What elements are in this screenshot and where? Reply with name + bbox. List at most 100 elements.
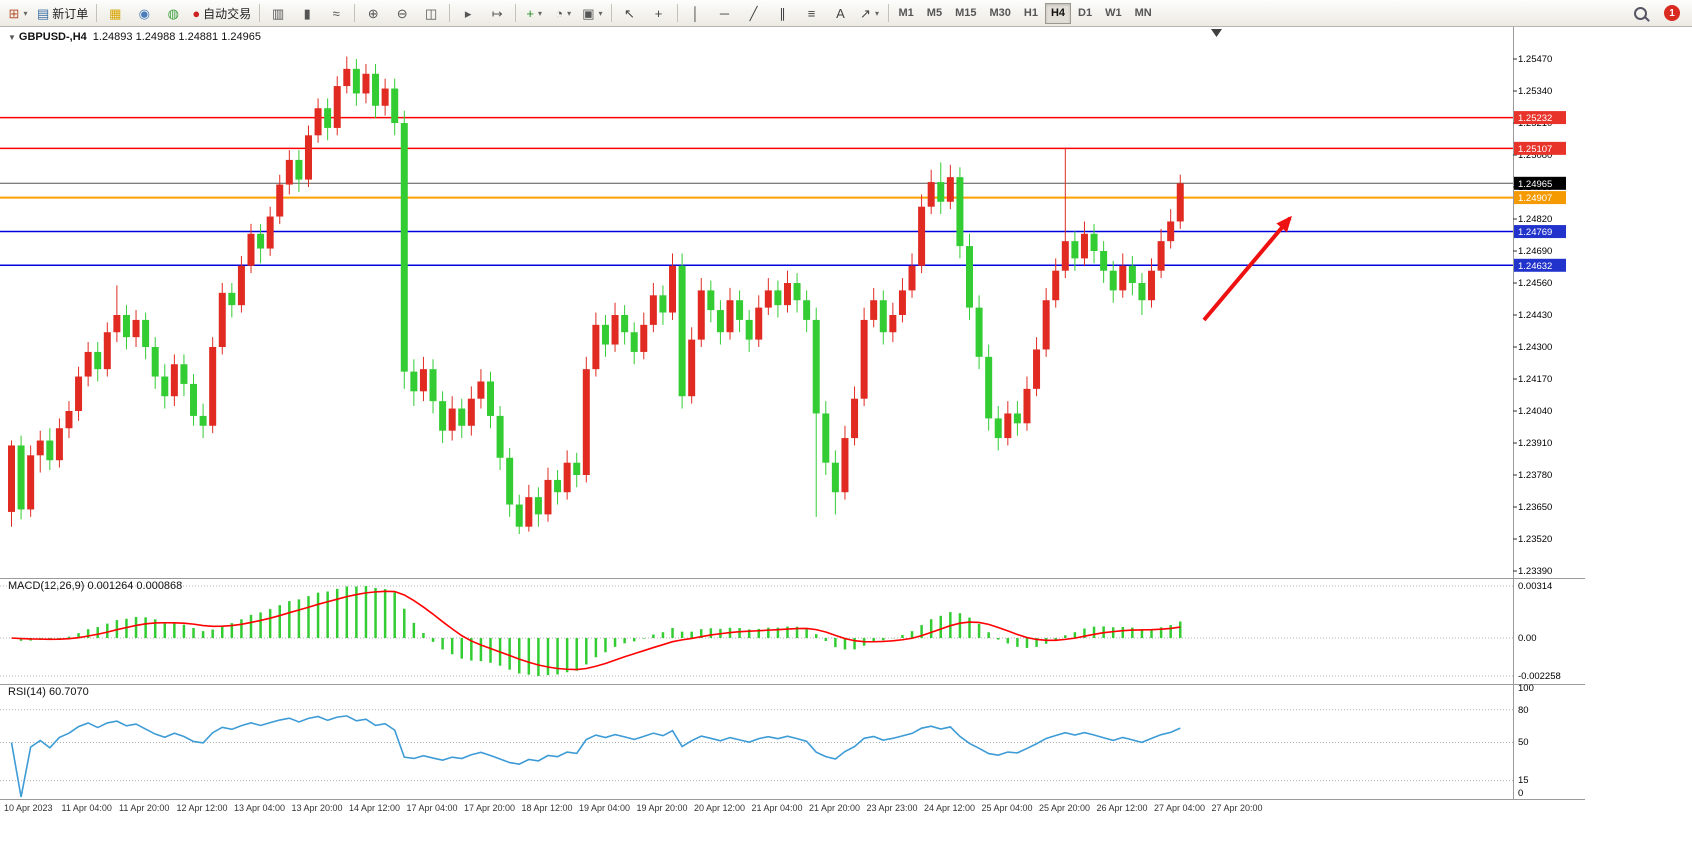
- zoom-out-button[interactable]: ⊖: [388, 2, 416, 25]
- channel-button[interactable]: ∥: [769, 2, 797, 25]
- bars-chart-button[interactable]: ▥: [264, 2, 292, 25]
- price-level-label[interactable]: [1514, 111, 1566, 125]
- profiles-button[interactable]: ▦: [101, 2, 129, 25]
- candle: [783, 283, 791, 306]
- candle: [1100, 251, 1108, 271]
- candle: [333, 86, 341, 128]
- candle: [36, 440, 44, 456]
- templates-button[interactable]: ▣ ▾: [578, 2, 606, 25]
- fibonacci-button[interactable]: ≡: [798, 2, 826, 25]
- candle: [400, 123, 408, 372]
- periods-button[interactable]: ◔ ▾: [549, 2, 577, 25]
- time-axis[interactable]: 10 Apr 2023 11 Apr 04:00 11 Apr 20:00 12 Ap…: [4, 803, 1263, 813]
- auto-scroll-icon: ▸: [464, 5, 472, 21]
- rsi-axis-label: 50: [1518, 737, 1529, 748]
- time-label: 13 Apr 20:00: [292, 803, 343, 813]
- cursor-button[interactable]: ↖: [616, 2, 644, 25]
- tile-windows-button[interactable]: ◫: [417, 2, 445, 25]
- candle: [467, 398, 475, 426]
- notifications-badge[interactable]: 1: [1664, 5, 1680, 21]
- candle: [985, 356, 993, 419]
- search-button[interactable]: [1626, 2, 1654, 25]
- candle: [649, 295, 657, 325]
- candle: [659, 295, 667, 313]
- time-label: 19 Apr 20:00: [637, 803, 688, 813]
- new-chart-button[interactable]: ⊞ ▾: [4, 2, 32, 25]
- candles-chart-button[interactable]: ▮: [293, 2, 321, 25]
- candle: [601, 324, 609, 345]
- chart-shift-marker[interactable]: [1211, 29, 1222, 37]
- candle: [688, 339, 696, 397]
- horizontal-line-button[interactable]: ─: [711, 2, 739, 25]
- rsi-line: [10, 715, 1181, 798]
- candle: [736, 300, 744, 320]
- timeframe-m1[interactable]: M1: [898, 7, 914, 19]
- candle: [1090, 233, 1098, 251]
- price-level-label[interactable]: [1514, 141, 1566, 155]
- candle: [458, 408, 466, 426]
- price-level-label-text: 1.25232: [1518, 113, 1552, 124]
- price-level-label-text: 1.24632: [1518, 261, 1552, 272]
- candle: [180, 364, 188, 384]
- templates-icon: ▣: [582, 5, 595, 21]
- crosshair-button[interactable]: +: [645, 2, 673, 25]
- candle: [640, 324, 648, 352]
- candle: [266, 216, 274, 249]
- autotrading-button[interactable]: ● 自动交易: [188, 2, 255, 25]
- timeframe-m15[interactable]: M15: [955, 7, 977, 19]
- timeframe-d1[interactable]: D1: [1078, 7, 1093, 19]
- arrows-button[interactable]: ↗ ▾: [856, 2, 884, 25]
- candle: [343, 68, 351, 87]
- candle: [1148, 270, 1156, 301]
- candle: [573, 462, 581, 475]
- candle: [1033, 349, 1041, 389]
- chart-shift-button[interactable]: ↦: [483, 2, 511, 25]
- candle: [17, 445, 25, 510]
- zoom-in-button[interactable]: ⊕: [359, 2, 387, 25]
- timeframe-m30[interactable]: M30: [989, 7, 1011, 19]
- price-level-label[interactable]: [1514, 225, 1566, 239]
- new-order-icon: ▤: [37, 5, 50, 21]
- price-level-label[interactable]: [1514, 258, 1566, 272]
- line-chart-button[interactable]: ≈: [322, 2, 350, 25]
- chart-collapse-button[interactable]: ▼: [8, 33, 16, 42]
- timeframe-h4[interactable]: H4: [1044, 2, 1071, 24]
- price-axis[interactable]: 1.254701.253401.252101.250801.249501.248…: [1513, 54, 1552, 577]
- vertical-line-button[interactable]: │: [682, 2, 710, 25]
- new-order-button[interactable]: ▤ 新订单: [33, 2, 92, 25]
- timeframe-mn[interactable]: MN: [1134, 7, 1152, 19]
- sep-1: [96, 4, 98, 22]
- candle: [1157, 241, 1165, 271]
- price-tick: 1.23910: [1518, 438, 1552, 449]
- macd-signal-line: [11, 590, 1181, 671]
- macd-panel: 0.00314 0.00 -0.002258: [0, 581, 1561, 682]
- timeframe-h1[interactable]: H1: [1023, 7, 1038, 19]
- time-label: 21 Apr 20:00: [809, 803, 860, 813]
- text-button[interactable]: A: [827, 2, 855, 25]
- annotation-arrow[interactable]: [1202, 215, 1292, 322]
- indicators-button[interactable]: + ▾: [520, 2, 548, 25]
- trendline-button[interactable]: ╱: [740, 2, 768, 25]
- time-label: 20 Apr 12:00: [694, 803, 745, 813]
- candle: [381, 88, 389, 106]
- timeframe-w1[interactable]: W1: [1105, 7, 1122, 19]
- candle: [927, 182, 935, 207]
- candle: [352, 68, 360, 94]
- price-level-label[interactable]: [1514, 191, 1566, 205]
- candle: [764, 290, 772, 308]
- macd-axis-label: -0.002258: [1518, 671, 1561, 682]
- toolbar-right: 1: [1626, 2, 1688, 25]
- price-level-label[interactable]: [1514, 176, 1566, 190]
- candle: [716, 310, 724, 333]
- price-tick: 1.23650: [1518, 502, 1552, 513]
- candle: [75, 376, 83, 411]
- candle: [554, 479, 562, 493]
- chevron-down-icon: ▾: [598, 8, 603, 18]
- auto-scroll-button[interactable]: ▸: [454, 2, 482, 25]
- level-lines: [0, 116, 1513, 267]
- timeframe-m5[interactable]: M5: [926, 7, 943, 19]
- market-watch-button[interactable]: ◍: [159, 2, 187, 25]
- chevron-down-icon: ▾: [567, 8, 572, 18]
- candle: [582, 369, 590, 475]
- community-button[interactable]: ◉: [130, 2, 158, 25]
